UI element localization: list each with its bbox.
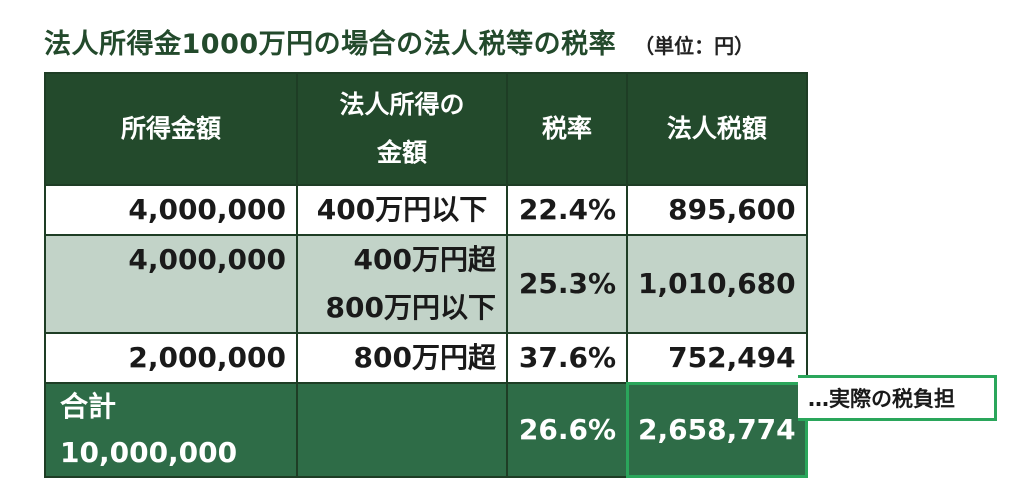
row-bracket-line2: 800万円以下: [325, 291, 496, 324]
row-tax: 752,494: [626, 332, 808, 384]
row-income: 2,000,000: [44, 332, 298, 384]
header-bracket-line2: 金額: [376, 138, 427, 167]
total-label: 合計10,000,000: [44, 382, 298, 478]
actual-burden-note: …実際の税負担: [798, 375, 997, 421]
page-title: 法人所得金1000万円の場合の法人税等の税率: [44, 29, 617, 60]
total-row: 合計10,000,000 26.6% 2,658,774: [44, 382, 808, 478]
row-income: 4,000,000: [44, 184, 298, 236]
row-income: 4,000,000: [44, 234, 298, 334]
tax-rate-table: 所得金額 法人所得の 金額 税率 法人税額 4,000,000 400万円以下 …: [44, 72, 808, 478]
table-row: 4,000,000 400万円以下 22.4% 895,600: [44, 184, 808, 236]
total-bracket: [296, 382, 508, 478]
table-row: 4,000,000 400万円超 800万円以下 25.3% 1,010,680: [44, 234, 808, 334]
header-rate: 税率: [506, 72, 628, 186]
unit-label: （単位：円）: [634, 34, 755, 58]
total-tax: 2,658,774: [626, 382, 808, 478]
row-tax: 895,600: [626, 184, 808, 236]
header-bracket: 法人所得の 金額: [296, 72, 508, 186]
table-row: 2,000,000 800万円超 37.6% 752,494: [44, 332, 808, 384]
row-bracket: 400万円超 800万円以下: [296, 234, 508, 334]
row-bracket-line1: 400万円超: [353, 243, 496, 276]
row-rate: 37.6%: [506, 332, 628, 384]
row-bracket: 800万円超: [296, 332, 508, 384]
row-rate: 22.4%: [506, 184, 628, 236]
total-rate: 26.6%: [506, 382, 628, 478]
row-bracket: 400万円以下: [296, 184, 508, 236]
header-bracket-line1: 法人所得の: [339, 90, 465, 119]
table-header-row: 所得金額 法人所得の 金額 税率 法人税額: [44, 72, 808, 186]
row-rate: 25.3%: [506, 234, 628, 334]
title-row: 法人所得金1000万円の場合の法人税等の税率 （単位：円）: [44, 22, 754, 61]
row-tax: 1,010,680: [626, 234, 808, 334]
header-income: 所得金額: [44, 72, 298, 186]
header-tax: 法人税額: [626, 72, 808, 186]
